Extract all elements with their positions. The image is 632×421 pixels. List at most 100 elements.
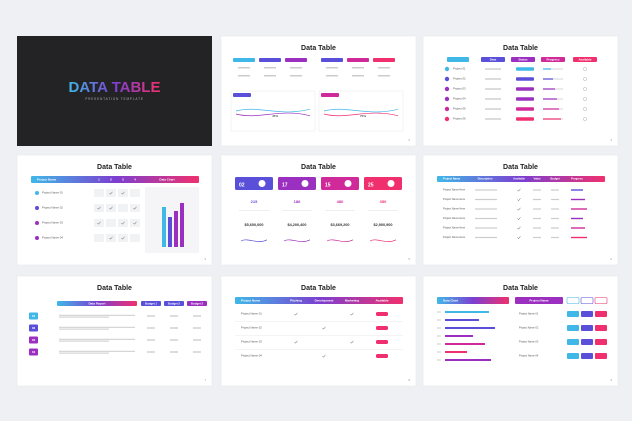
cell-line [533,236,541,239]
header-pill [164,301,184,306]
divider [282,210,312,211]
check [322,326,326,330]
check [121,221,125,225]
cell [94,234,104,242]
header-pill [259,58,281,62]
stat-card [235,177,273,190]
progress-bar [543,88,555,90]
label: Project 04 [453,97,466,101]
page-number: 4 [204,257,206,261]
value-box [567,311,579,317]
chart-bar [445,351,467,353]
axis-label-line [437,343,441,345]
header-box [594,297,608,304]
cell [130,204,140,212]
value-box [595,339,607,345]
cell-line [485,108,501,110]
cover-subtitle: PRESENTATION TEMPLATE [85,97,144,101]
check [109,236,113,240]
slide-title: Data Table [97,285,132,292]
axis-label-line [437,351,441,353]
check [97,221,101,225]
axis-label-line [437,311,441,313]
header-label: Data Chart [159,177,174,181]
chart-bar [168,217,172,247]
header-label: Data Report [88,301,105,305]
header-pill [373,58,395,62]
cell-line [147,351,155,353]
cell-line [193,351,201,353]
status-pill [516,117,534,121]
cell-line [475,217,497,220]
label: Project Name Here [443,188,466,192]
text-line [59,350,135,352]
cell-line [290,75,302,77]
header-label: Budget 1 [145,301,157,305]
amount: $2,900,900 [373,223,392,227]
check [517,236,521,240]
header-box [580,297,594,304]
page-number: 8 [408,378,410,382]
page-number: 7 [204,378,206,382]
label: Project 05 [453,107,466,111]
label: Project 03 [453,87,466,91]
wave-line [283,239,311,242]
card-number: 15 [325,182,331,188]
row-icon [35,206,39,210]
available-pill [376,312,388,316]
header-label: Status [518,57,528,61]
cell-line [551,236,559,239]
text-line [59,314,135,316]
card-icon [387,180,395,187]
header-label: Pitching [290,298,302,302]
slide-title: Data Table [503,164,538,171]
card-icon [258,180,266,187]
row-number: 04 [32,350,36,354]
cell-line [533,198,541,201]
header-pill [573,57,597,62]
slide [422,35,619,147]
row-number: 02 [32,326,36,330]
header-pill [347,58,369,62]
callout: 45% [272,114,278,118]
label: Project Name Here [443,216,466,220]
status-pill [516,77,534,81]
check [121,191,125,195]
check [350,340,354,344]
cell-line [475,189,497,191]
header-pill [141,301,161,306]
cell-line [551,198,559,201]
divider [368,210,398,211]
header-label: 1 [98,177,100,181]
available-dot [583,87,587,91]
axis-label-line [437,335,441,337]
count: 350 [380,199,387,204]
cell-line [264,75,276,77]
header-label: Data Chart [443,298,458,302]
cell [106,189,116,197]
value-box [567,325,579,331]
page-number: 5 [408,257,410,261]
progress-bar [571,189,583,191]
label: Project Name Here [443,235,466,239]
axis-label-line [437,327,441,329]
progress-bar [543,118,561,120]
header-label: Budget 3 [191,301,203,305]
label: Project Name 01 [241,312,262,316]
cell-line [238,75,250,77]
label: Project Name 02 [241,326,262,330]
header-label: Project Name [37,177,57,181]
row-icon [35,236,39,240]
cell-line [551,217,559,220]
label: Project Name 04 [42,236,63,240]
cell-line [326,75,338,77]
cell-line [475,198,497,201]
chart-bar [445,327,495,329]
page-number: 3 [610,138,612,142]
check [97,206,101,210]
status-pill [516,87,534,91]
check [517,217,521,221]
cell-line [533,217,541,220]
slide [220,275,417,387]
header-pill [511,57,535,62]
